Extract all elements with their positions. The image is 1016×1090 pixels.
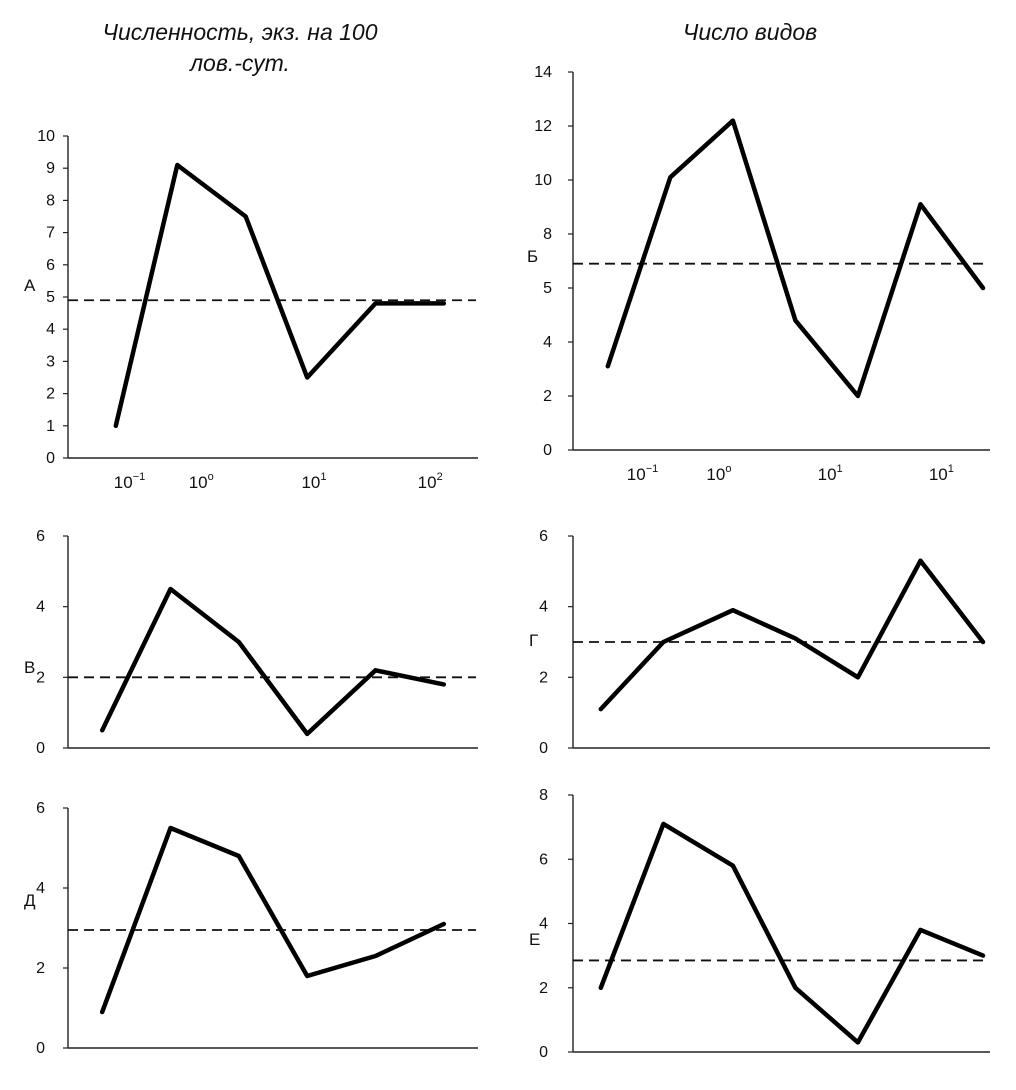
- y-tick-label: 1: [46, 418, 55, 435]
- x-tick-label: 102: [418, 471, 443, 492]
- x-tick-label: 101: [818, 463, 843, 484]
- left-column-title-line2: лов.-сут.: [188, 50, 290, 76]
- y-tick-label: 0: [539, 1044, 548, 1061]
- y-tick-label: 5: [46, 289, 55, 306]
- y-tick-label: 0: [539, 740, 548, 757]
- data-line-observed: [605, 118, 986, 399]
- chart-panel-b: 0 2 4 5 8 10 12 14 10−1 10o 101 101 Б: [527, 64, 990, 484]
- chart-panel-d: 0 2 4 6 Д: [24, 800, 478, 1057]
- y-tick-label: 9: [46, 160, 55, 177]
- y-tick-label: 0: [46, 450, 55, 467]
- chart-panel-v: 0 2 4 6 В: [24, 528, 478, 757]
- x-tick-label: 10−1: [627, 463, 658, 484]
- data-line-observed: [99, 586, 447, 737]
- y-tick-label: 6: [46, 257, 55, 274]
- data-line-observed: [598, 558, 986, 712]
- chart-panel-a: 0 1 2 3 4 5 6 7 8 9 10 10−1 10o 101 102 А: [24, 128, 478, 492]
- y-tick-label: 2: [46, 386, 55, 403]
- y-tick-label: 8: [543, 226, 552, 243]
- chart-panel-g: 0 2 4 6 Г: [529, 528, 990, 757]
- y-tick-label: 14: [534, 64, 552, 81]
- chart-panel-e: 0 2 4 6 8 Е: [529, 787, 990, 1061]
- y-tick-label: 4: [36, 599, 45, 616]
- x-tick-label: 10o: [706, 463, 731, 484]
- data-line-observed: [598, 821, 986, 1045]
- y-tick-label: 6: [539, 851, 548, 868]
- y-tick-label: 7: [46, 225, 55, 242]
- y-tick-label: 10: [37, 128, 55, 145]
- y-tick-label: 0: [36, 740, 45, 757]
- y-tick-label: 6: [539, 528, 548, 545]
- y-tick-label: 6: [36, 800, 45, 817]
- panel-letter: Б: [527, 247, 538, 266]
- y-tick-label: 0: [543, 442, 552, 459]
- data-line-observed: [99, 825, 447, 1015]
- panel-letter: Г: [529, 631, 538, 650]
- x-tick-label: 101: [301, 471, 326, 492]
- y-tick-label: 5: [543, 280, 552, 297]
- left-column-title-line1: Численность, экз. на 100: [102, 19, 377, 45]
- data-line-observed: [113, 162, 447, 429]
- y-tick-label: 4: [36, 880, 45, 897]
- x-tick-label: 10o: [189, 471, 214, 492]
- panel-letter: В: [24, 658, 35, 677]
- y-tick-label: 8: [539, 787, 548, 804]
- y-tick-label: 3: [46, 353, 55, 370]
- y-tick-label: 2: [543, 388, 552, 405]
- y-tick-label: 4: [46, 321, 55, 338]
- right-column-title: Число видов: [683, 19, 817, 45]
- y-tick-label: 6: [36, 528, 45, 545]
- panel-letter: А: [24, 276, 36, 295]
- y-tick-label: 4: [539, 916, 548, 933]
- y-tick-label: 0: [36, 1040, 45, 1057]
- y-tick-label: 2: [36, 669, 45, 686]
- y-tick-label: 4: [543, 334, 552, 351]
- y-tick-label: 4: [539, 599, 548, 616]
- y-tick-label: 12: [534, 118, 552, 135]
- y-tick-label: 2: [539, 980, 548, 997]
- panel-letter: Е: [529, 930, 540, 949]
- x-tick-label: 10−1: [114, 471, 145, 492]
- y-tick-label: 8: [46, 192, 55, 209]
- y-tick-label: 2: [36, 960, 45, 977]
- y-tick-label: 2: [539, 669, 548, 686]
- y-tick-label: 10: [534, 172, 552, 189]
- x-tick-label: 101: [929, 463, 954, 484]
- panel-letter: Д: [24, 891, 36, 910]
